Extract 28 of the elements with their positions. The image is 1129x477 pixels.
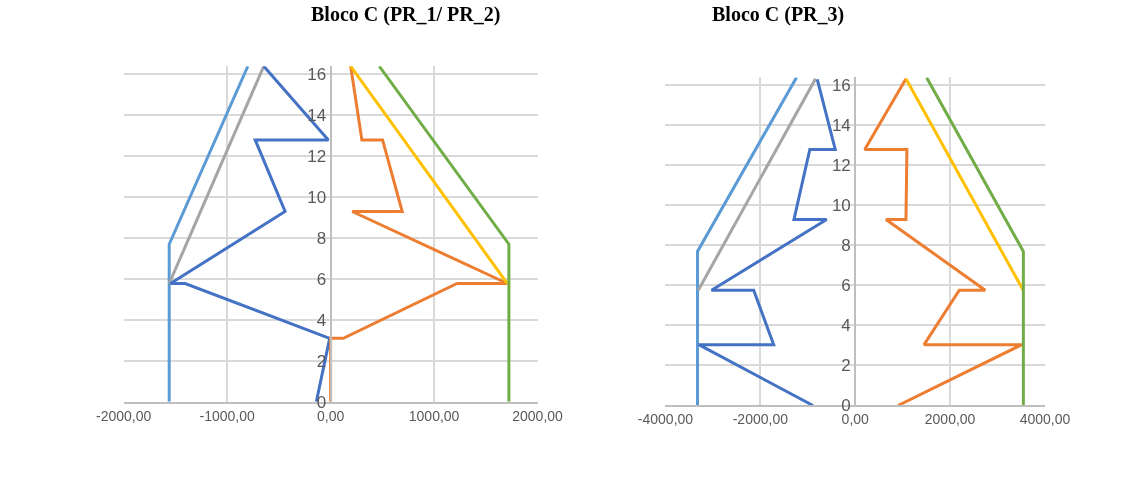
x-tick-label: 0,00 [841, 411, 870, 428]
x-tick-label: 1000,00 [408, 407, 460, 424]
y-tick-label: 14 [307, 106, 327, 126]
y-tick-label: 8 [316, 229, 327, 249]
y-tick-label: 4 [316, 310, 327, 330]
y-tick-label: 16 [831, 76, 851, 96]
x-tick-label: 2000,00 [924, 411, 976, 428]
line-series [863, 77, 1024, 406]
x-tick-label: 2000,00 [512, 407, 564, 424]
x-tick-label: -2000,00 [96, 407, 152, 424]
x-tick-label: -1000,00 [199, 407, 255, 424]
y-tick-label: 4 [841, 316, 851, 336]
x-tick-label: -2000,00 [732, 411, 789, 428]
x-tick-label: 4000,00 [1019, 411, 1071, 428]
chart-title: Bloco C (PR_1/ PR_2) [311, 3, 501, 26]
chart-title: Bloco C (PR_3) [712, 3, 845, 26]
y-tick-label: 6 [841, 276, 851, 296]
y-tick-label: 12 [831, 156, 851, 176]
y-tick-label: 10 [307, 188, 327, 208]
y-tick-label: 12 [307, 147, 327, 167]
y-tick-label: 6 [316, 269, 327, 289]
y-tick-label: 10 [831, 196, 851, 216]
y-tick-label: 2 [841, 356, 851, 376]
line-series [329, 66, 509, 402]
y-tick-label: 14 [831, 116, 851, 136]
y-tick-label: 16 [307, 65, 327, 85]
x-tick-label: -4000,00 [637, 411, 694, 428]
y-tick-label: 8 [841, 236, 851, 256]
